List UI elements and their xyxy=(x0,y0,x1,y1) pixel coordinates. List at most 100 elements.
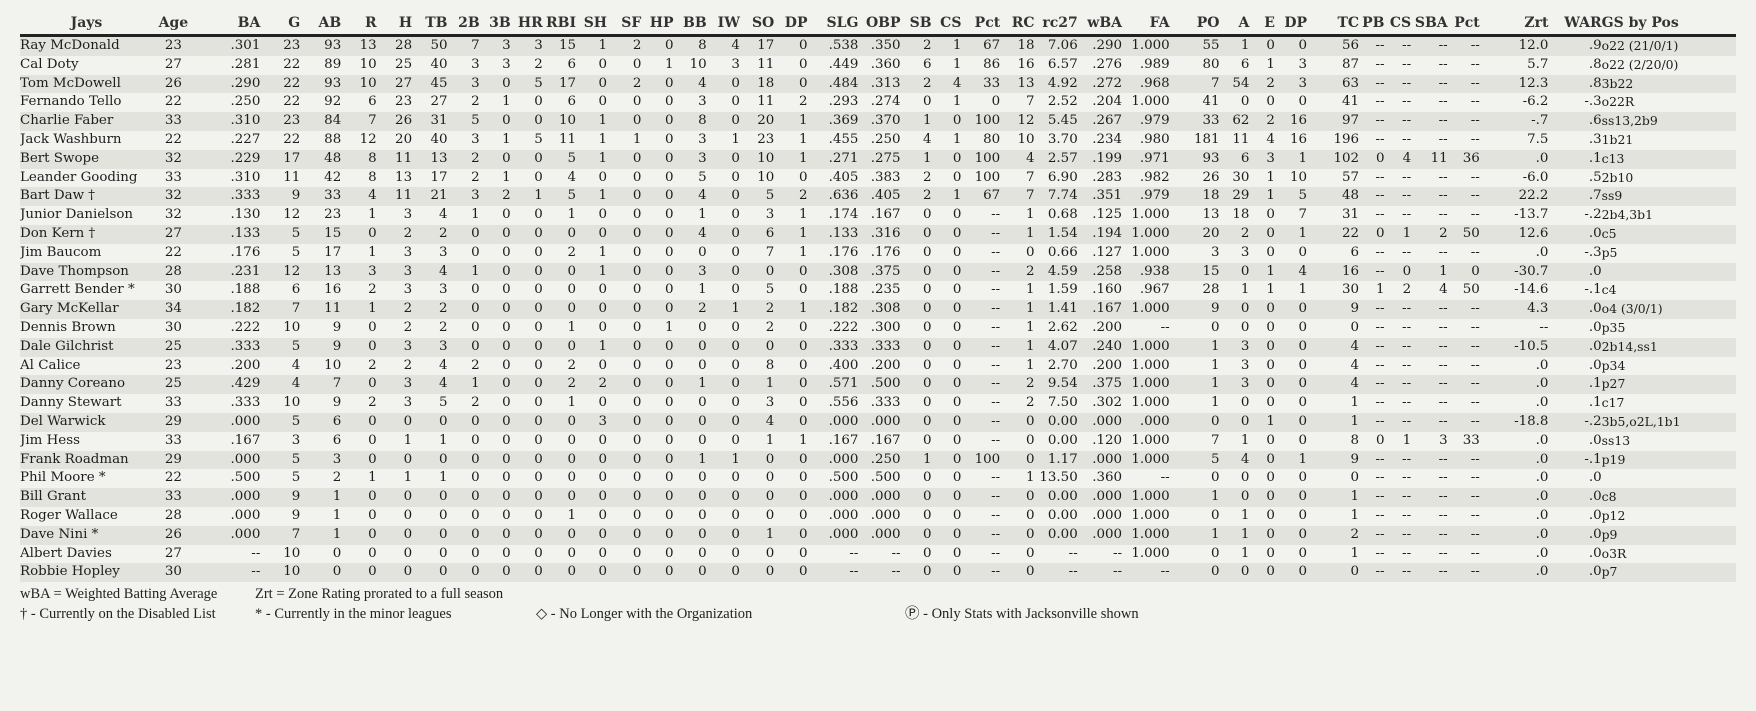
column-header-h[interactable]: H xyxy=(376,13,413,37)
cell-pct: -- xyxy=(961,394,1001,413)
column-header-r[interactable]: R xyxy=(341,13,377,37)
column-header-g[interactable]: G xyxy=(260,13,301,37)
player-name-link[interactable]: Bert Swope xyxy=(20,149,153,169)
player-name-link[interactable]: Roger Wallace xyxy=(20,506,153,526)
column-header-cs[interactable]: CS xyxy=(931,13,962,37)
player-name-link[interactable]: Danny Stewart xyxy=(20,394,153,413)
player-name-link[interactable]: Dale Gilchrist xyxy=(20,337,153,357)
column-header-2b[interactable]: 2B xyxy=(447,13,480,37)
cell-e: 0 xyxy=(1249,375,1275,395)
column-header-pb[interactable]: PB xyxy=(1359,13,1385,37)
player-name-link[interactable]: Bill Grant xyxy=(20,488,153,507)
player-name-link[interactable]: Fernando Tello xyxy=(20,93,153,113)
column-header-hr[interactable]: HR xyxy=(510,13,543,37)
column-header-po[interactable]: PO xyxy=(1169,13,1220,37)
column-header-pct[interactable]: Pct xyxy=(1447,13,1480,37)
column-header-slg[interactable]: SLG xyxy=(807,13,859,37)
player-name-link[interactable]: Albert Davies xyxy=(20,544,153,564)
player-name-link[interactable]: Dave Nini * xyxy=(20,525,153,545)
player-name-link[interactable]: Cal Doty xyxy=(20,55,153,75)
column-header-iw[interactable]: IW xyxy=(706,13,740,37)
column-header-a[interactable]: A xyxy=(1219,13,1250,37)
player-name-link[interactable]: Robbie Hopley xyxy=(20,563,153,583)
column-header-rc[interactable]: RC xyxy=(1000,13,1035,37)
cell-e: 2 xyxy=(1249,74,1275,94)
column-header-3b[interactable]: 3B xyxy=(479,13,511,37)
cell-dp: 2 xyxy=(774,93,808,113)
cell-iw: 0 xyxy=(706,506,740,526)
player-name-link[interactable]: Garrett Bender * xyxy=(20,281,153,301)
column-header-ab[interactable]: AB xyxy=(300,13,342,37)
cell-bb: 0 xyxy=(673,469,707,489)
column-header-cs[interactable]: CS xyxy=(1384,13,1412,37)
cell-r: 0 xyxy=(341,318,377,338)
column-header-dp[interactable]: DP xyxy=(774,13,808,37)
cell-age: 22 xyxy=(152,130,194,150)
column-header-sba[interactable]: SBA xyxy=(1411,13,1448,37)
player-name-link[interactable]: Frank Roadman xyxy=(20,450,153,470)
cell-sb: 0 xyxy=(900,243,932,263)
column-header-so[interactable]: SO xyxy=(739,13,775,37)
cell-dp: 0 xyxy=(774,337,808,357)
column-header-tb[interactable]: TB xyxy=(412,13,448,37)
cell-pb: -- xyxy=(1359,544,1385,564)
cell-tc: 9 xyxy=(1307,300,1360,319)
player-name-link[interactable]: Danny Coreano xyxy=(20,375,153,395)
cell-h: 27 xyxy=(376,74,413,94)
column-header-bb[interactable]: BB xyxy=(673,13,707,37)
player-name-link[interactable]: Del Warwick xyxy=(20,412,153,432)
player-name-link[interactable]: Junior Danielson xyxy=(20,206,153,225)
column-header-jays[interactable]: Jays xyxy=(20,13,153,37)
column-header-wba[interactable]: wBA xyxy=(1077,13,1123,37)
player-name-link[interactable]: Phil Moore * xyxy=(20,469,153,489)
column-header-war[interactable]: WAR xyxy=(1548,13,1602,37)
player-name-link[interactable]: Jim Hess xyxy=(20,431,153,451)
cell-ab: 6 xyxy=(300,412,342,432)
column-header-rc27[interactable]: rc27 xyxy=(1034,13,1078,37)
cell-rc27: -- xyxy=(1034,563,1078,583)
player-name-link[interactable]: Al Calice xyxy=(20,356,153,376)
cell-tb: 4 xyxy=(412,206,448,225)
column-header-hp[interactable]: HP xyxy=(641,13,674,37)
column-header-pct[interactable]: Pct xyxy=(961,13,1001,37)
cell-po: 15 xyxy=(1169,262,1220,282)
cell-rc: 12 xyxy=(1000,112,1035,131)
cell-ab: 2 xyxy=(300,469,342,489)
player-name-link[interactable]: Bart Daw † xyxy=(20,187,153,207)
cell-cs: -- xyxy=(1384,544,1412,564)
column-header-obp[interactable]: OBP xyxy=(858,13,901,37)
player-name-link[interactable]: Jim Baucom xyxy=(20,243,153,263)
cell-a: 1 xyxy=(1219,35,1250,56)
cell-fa: .967 xyxy=(1122,281,1170,301)
column-header-fa[interactable]: FA xyxy=(1122,13,1170,37)
cell-sh: 1 xyxy=(576,243,608,263)
column-header-dp[interactable]: DP xyxy=(1274,13,1307,37)
column-header-sf[interactable]: SF xyxy=(607,13,642,37)
column-header-sb[interactable]: SB xyxy=(900,13,932,37)
player-name-link[interactable]: Dave Thompson xyxy=(20,262,153,282)
cell-tc: 31 xyxy=(1307,206,1360,225)
player-name-link[interactable]: Don Kern † xyxy=(20,224,153,244)
player-name-link[interactable]: Tom McDowell xyxy=(20,74,153,94)
cell-iw: 4 xyxy=(706,35,740,56)
cell-fa: 1.000 xyxy=(1122,356,1170,376)
player-name-link[interactable]: Ray McDonald xyxy=(20,35,153,56)
column-header-gs-by-pos[interactable]: GS by Pos xyxy=(1601,13,1736,37)
column-header-rbi[interactable]: RBI xyxy=(542,13,577,37)
column-header-ba[interactable]: BA xyxy=(193,13,261,37)
cell-ab: 0 xyxy=(300,544,342,564)
player-name-link[interactable]: Dennis Brown xyxy=(20,318,153,338)
column-header-sh[interactable]: SH xyxy=(576,13,608,37)
column-header-tc[interactable]: TC xyxy=(1307,13,1360,37)
column-header-zrt[interactable]: Zrt xyxy=(1479,13,1549,37)
player-name-link[interactable]: Charlie Faber xyxy=(20,112,153,131)
cell-3b: 0 xyxy=(479,563,511,583)
cell-ab: 1 xyxy=(300,506,342,526)
cell-pct: 50 xyxy=(1447,224,1480,244)
player-name-link[interactable]: Leander Gooding xyxy=(20,168,153,188)
column-header-age[interactable]: Age xyxy=(152,13,194,37)
player-name-link[interactable]: Jack Washburn xyxy=(20,130,153,150)
cell-so: 3 xyxy=(739,394,775,413)
player-name-link[interactable]: Gary McKellar xyxy=(20,300,153,319)
column-header-e[interactable]: E xyxy=(1249,13,1275,37)
